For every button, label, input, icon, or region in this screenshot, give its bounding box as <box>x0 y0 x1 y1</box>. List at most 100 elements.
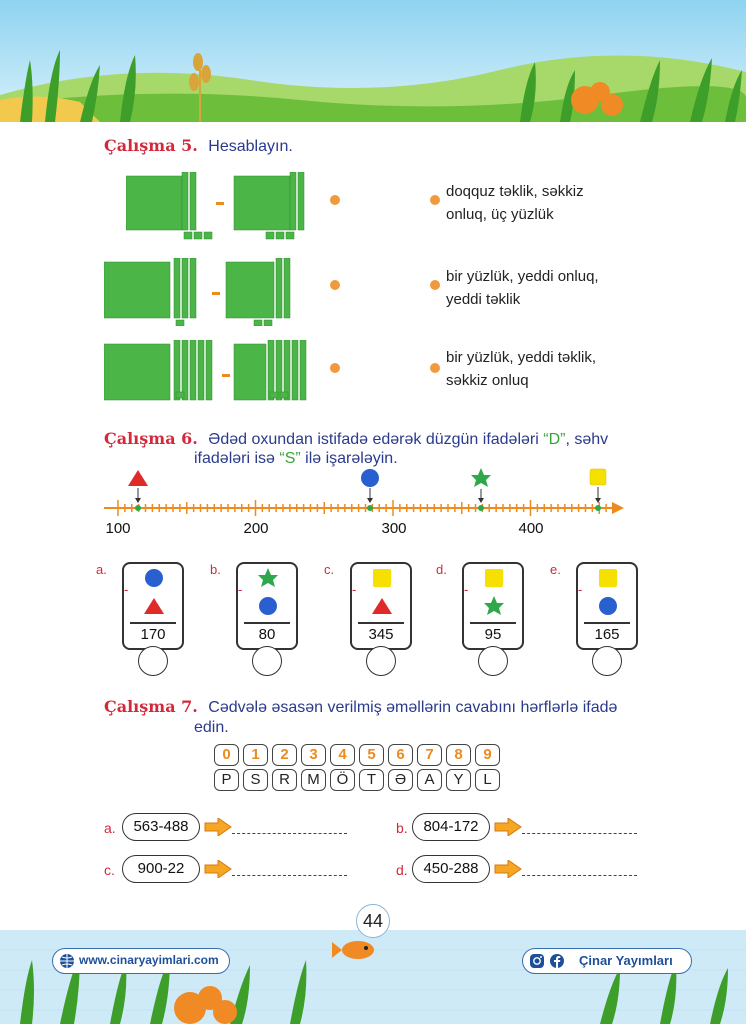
card-letter: c. <box>324 562 335 577</box>
fraction-line <box>244 622 290 624</box>
match-dot-left-2[interactable] <box>330 280 340 290</box>
code-letter: R <box>272 769 297 791</box>
triangle-icon <box>144 598 164 614</box>
option-text-3: bir yüzlük, yeddi təklik, səkkiz onluq <box>446 346 656 392</box>
square-icon <box>599 569 617 587</box>
expression-b: 804-172 <box>412 813 490 841</box>
circle-icon <box>361 469 379 511</box>
fraction-line <box>358 622 404 624</box>
expression-d: 450-288 <box>412 855 490 883</box>
task-letter-c: c. <box>104 862 115 878</box>
square-icon <box>589 468 607 511</box>
answer-circle[interactable] <box>478 646 508 676</box>
exercise-7-instruction-1: Cədvələ əsasən verilmiş əməllərin cavabı… <box>208 699 618 716</box>
quote-d: “D” <box>543 431 566 448</box>
answer-blank-b[interactable] <box>522 822 637 834</box>
number-line <box>104 468 624 516</box>
option-3-line-1: bir yüzlük, yeddi təklik, <box>446 349 597 366</box>
match-dot-left-3[interactable] <box>330 363 340 373</box>
fish-icon <box>332 941 374 959</box>
minus-sign: - <box>124 582 129 597</box>
card-answer: 165 <box>594 626 620 643</box>
answer-blank-a[interactable] <box>232 822 347 834</box>
code-digit: 7 <box>417 744 442 766</box>
expression-a: 563-488 <box>122 813 200 841</box>
option-2-line-2: yeddi təklik <box>446 291 521 308</box>
option-1-line-1: doqquz təklik, səkkiz <box>446 183 584 200</box>
code-letter: Y <box>446 769 471 791</box>
exercise-6-instruction-4: ilə işarələyin. <box>300 450 398 467</box>
website-link[interactable]: www.cinaryayimlari.com <box>52 948 230 974</box>
answer-circle[interactable] <box>138 646 168 676</box>
card-answer: 95 <box>484 626 502 643</box>
card-shapes <box>599 569 617 615</box>
answer-blank-c[interactable] <box>232 864 347 876</box>
header-illustration <box>0 0 746 122</box>
task-letter-d: d. <box>396 862 408 878</box>
exercise-5-label: Çalışma 5. <box>104 136 198 155</box>
option-2-line-1: bir yüzlük, yeddi onluq, <box>446 268 599 285</box>
arrow-right-icon <box>494 818 522 836</box>
brand-badge: Çinar Yayımları <box>522 948 692 974</box>
match-dot-right-1[interactable] <box>430 195 440 205</box>
exercise-7-label: Çalışma 7. <box>104 697 198 716</box>
minus-sign: - <box>352 582 357 597</box>
arrow-right-icon <box>494 860 522 878</box>
instagram-icon[interactable] <box>529 953 545 969</box>
card-shapes <box>258 568 278 615</box>
square-icon <box>485 569 503 587</box>
exercise-6-title: Çalışma 6. Ədəd oxundan istifadə edərək … <box>104 428 624 451</box>
match-dot-right-3[interactable] <box>430 363 440 373</box>
axis-label-400: 400 <box>518 520 544 537</box>
fraction-line <box>584 622 630 624</box>
axis-label-300: 300 <box>381 520 407 537</box>
card-letter: b. <box>210 562 221 577</box>
circle-icon <box>259 597 277 615</box>
website-text: www.cinaryayimlari.com <box>79 953 219 967</box>
answer-circle[interactable] <box>366 646 396 676</box>
code-letter: M <box>301 769 326 791</box>
triangle-icon <box>372 598 392 614</box>
minus-sign: - <box>578 582 583 597</box>
card-letter: e. <box>550 562 561 577</box>
card-shapes <box>144 569 164 614</box>
facebook-icon[interactable] <box>549 953 565 969</box>
task-letter-b: b. <box>396 820 408 836</box>
circle-icon <box>145 569 163 587</box>
option-1-line-2: onluq, üç yüzlük <box>446 206 554 223</box>
code-letter: P <box>214 769 239 791</box>
match-dot-left-1[interactable] <box>330 195 340 205</box>
minus-sign: - <box>238 582 243 597</box>
base-ten-blocks-row-1 <box>126 172 305 240</box>
code-digit: 5 <box>359 744 384 766</box>
code-letter: A <box>417 769 442 791</box>
code-letter: L <box>475 769 500 791</box>
exercise-6-instruction-1: Ədəd oxundan istifadə edərək düzgün ifad… <box>208 431 544 448</box>
exercise-6-instruction-2: , səhv <box>565 431 609 448</box>
answer-blank-d[interactable] <box>522 864 637 876</box>
fraction-line <box>130 622 176 624</box>
exercise-6-title-line-2: ifadələri isə “S” ilə işarələyin. <box>194 450 398 468</box>
code-digit: 2 <box>272 744 297 766</box>
star-icon <box>484 596 504 615</box>
answer-circle[interactable] <box>252 646 282 676</box>
card-letter: a. <box>96 562 107 577</box>
exercise-7-title: Çalışma 7. Cədvələ əsasən verilmiş əməll… <box>104 697 617 717</box>
triangle-icon <box>128 470 148 511</box>
footer-illustration <box>0 930 746 1024</box>
axis-label-200: 200 <box>243 520 269 537</box>
answer-circle[interactable] <box>592 646 622 676</box>
code-letter: S <box>243 769 268 791</box>
square-icon <box>373 569 391 587</box>
code-digit: 3 <box>301 744 326 766</box>
exercise-7-title-line-2: edin. <box>194 719 229 737</box>
option-text-1: doqquz təklik, səkkiz onluq, üç yüzlük <box>446 180 656 226</box>
exercise-5-title: Çalışma 5. Hesablayın. <box>104 136 293 156</box>
code-digit: 4 <box>330 744 355 766</box>
match-dot-right-2[interactable] <box>430 280 440 290</box>
quote-s: “S” <box>279 450 301 467</box>
code-digit: 9 <box>475 744 500 766</box>
base-ten-blocks-row-3 <box>104 340 307 401</box>
card-letter: d. <box>436 562 447 577</box>
page-number: 44 <box>356 904 390 938</box>
